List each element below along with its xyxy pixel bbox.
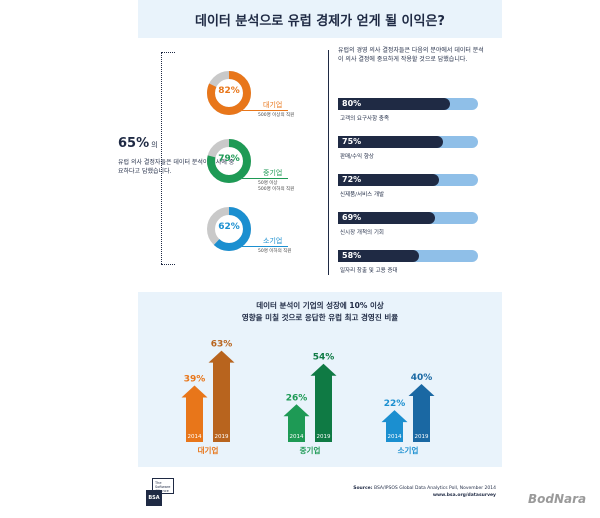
arrow-bar: [310, 363, 337, 442]
arrow-year-label: 2019: [215, 434, 229, 440]
source-text: BSA/IPSOS Global Data Analytics Poll, No…: [373, 486, 496, 491]
company-size-note: 50명 이하의 직원: [258, 249, 291, 255]
company-size-note: 500명 이상의 직원: [258, 113, 294, 119]
company-size-underline: [242, 246, 288, 247]
big-percentage-description: 유럽 의사 결정자들은 데이터 분석이 회사에 중요하다고 답했습니다.: [118, 159, 235, 175]
arrow-bar: [208, 350, 235, 442]
donut-chart: 79%: [206, 138, 252, 184]
arrow-value-label: 40%: [411, 373, 433, 383]
watermark: BodNara: [528, 492, 587, 506]
right-intro-text: 유럽의 경영 의사 결정자들은 다음의 분야에서 데이터 분석이 의사 결정에 …: [338, 47, 484, 63]
bottom-title-line2: 영향을 미칠 것으로 응답한 유럽 최고 경영진 비율: [241, 313, 399, 322]
company-size-note-line: 500명 이하의 직원: [258, 187, 295, 192]
company-size-note: 50명 이상 500명 이하의 직원: [258, 181, 294, 193]
bar-label: 신시장 개척의 기회: [340, 230, 384, 236]
big-percentage-value: 65%: [118, 136, 150, 151]
donut-slice: [207, 139, 251, 183]
company-size-name: 소기업: [263, 237, 283, 245]
infographic: 데이터 분석으로 유럽 경제가 얻게 될 이익은? 65% 의 유럽 의사 결정자…: [118, 0, 502, 518]
arrow-value-label: 26%: [286, 393, 308, 403]
section-divider: [328, 50, 329, 275]
bar-fill: [338, 98, 450, 110]
bar-row: 72% 신제품/서비스 개발: [338, 174, 478, 204]
donut-percentage: 62%: [218, 222, 240, 232]
source-label: Source:: [353, 486, 373, 491]
logo-mark: BSA: [146, 490, 162, 506]
donut-slice: [207, 71, 251, 115]
bar-label: 고객의 요구사항 충족: [340, 116, 390, 122]
bar-fill: [338, 174, 439, 186]
bar-fill: [338, 136, 443, 148]
bar-label: 신제품/서비스 개발: [340, 192, 385, 198]
donut-slice: [207, 207, 251, 251]
arrow-bar: [181, 385, 208, 442]
bsa-logo: The Software Alliance BSA: [146, 478, 176, 512]
company-size-underline: [242, 110, 288, 111]
source-note: Source: BSA/IPSOS Global Data Analytics …: [353, 485, 496, 499]
bar-fill: [338, 212, 435, 224]
bottom-title: 데이터 분석이 기업의 성장에 10% 이상 영향을 미칠 것으로 응답한 유럽…: [138, 300, 502, 324]
arrow-value-label: 39%: [184, 374, 206, 384]
arrow-value-label: 54%: [313, 353, 335, 363]
arrow-bar: [381, 410, 408, 442]
donut-chart: 82%: [206, 70, 252, 116]
bar-value: 58%: [342, 251, 362, 260]
company-size-note-line: 50명 이상: [258, 181, 278, 186]
bottom-title-line1: 데이터 분석이 기업의 성장에 10% 이상: [256, 301, 384, 310]
arrow-value-label: 22%: [384, 399, 406, 409]
arrow-year-label: 2014: [188, 434, 202, 440]
bar-row: 75% 판매/수익 향상: [338, 136, 478, 166]
arrow-bar: [283, 404, 310, 442]
bar-value: 72%: [342, 175, 362, 184]
arrow-bar: [408, 384, 435, 442]
big-percentage-suffix: 의: [151, 141, 158, 149]
bar-fill: [338, 250, 420, 262]
bar-label: 일자리 창출 및 고용 증대: [340, 268, 398, 274]
bar-value: 80%: [342, 99, 362, 108]
donut-percentage: 82%: [218, 86, 240, 96]
bar-row: 69% 신시장 개척의 기회: [338, 212, 478, 242]
bracket-top: [161, 52, 175, 53]
bar-value: 69%: [342, 213, 362, 222]
arrow-year-label: 2019: [317, 434, 331, 440]
company-size-name: 대기업: [263, 101, 283, 109]
big-percentage: 65% 의: [118, 136, 158, 151]
title-band: [138, 0, 502, 38]
donut-chart: 62%: [206, 206, 252, 252]
arrow-chart: 39% 2014 63% 2019 26% 2014 54% 2019 22% 2014 40% 20…: [181, 340, 435, 442]
company-size-note-line: 50명 이하의 직원: [258, 249, 292, 254]
company-size-note-line: 500명 이상의 직원: [258, 113, 295, 118]
bracket-line: [161, 52, 162, 264]
arrow-value-label: 63%: [211, 340, 233, 350]
bar-row: 80% 고객의 요구사항 충족: [338, 98, 478, 128]
bar-label: 판매/수익 향상: [340, 154, 374, 160]
arrow-year-label: 2014: [388, 434, 402, 440]
bar-value: 75%: [342, 137, 362, 146]
arrow-category-label: 소기업: [397, 446, 419, 455]
page-title: 데이터 분석으로 유럽 경제가 얻게 될 이익은?: [195, 14, 445, 29]
company-size-name: 중기업: [263, 169, 283, 177]
bracket-bottom: [161, 264, 175, 265]
arrow-year-label: 2014: [290, 434, 304, 440]
source-url: www.bsa.org/datasurvey: [432, 493, 496, 498]
arrow-year-label: 2019: [415, 434, 429, 440]
donut-percentage: 79%: [218, 154, 240, 164]
arrow-category-label: 대기업: [197, 446, 219, 455]
arrow-category-label: 중기업: [299, 446, 321, 455]
bar-row: 58% 일자리 창출 및 고용 증대: [338, 250, 478, 280]
company-size-underline: [242, 178, 288, 179]
